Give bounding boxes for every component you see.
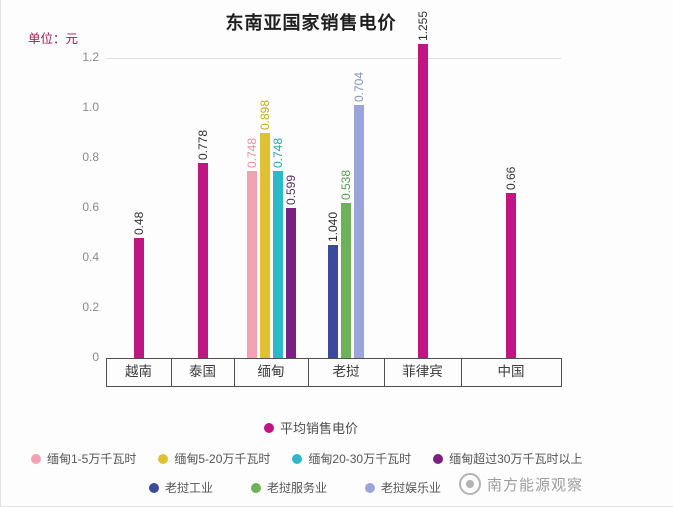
legend-item: 缅甸20-30万千瓦时	[292, 450, 411, 467]
brand: 南方能源观察	[459, 473, 583, 495]
legend-swatch	[31, 453, 41, 464]
category-divider	[234, 358, 235, 387]
legend-item: 老挝服务业	[251, 479, 327, 496]
x-axis-category-label: 菲律宾	[402, 364, 443, 379]
category-divider	[384, 358, 385, 387]
legend-label: 平均销售电价	[279, 421, 358, 436]
bar	[506, 193, 516, 358]
x-axis-category-label: 缅甸	[257, 364, 285, 379]
bar-value-label: 0.748	[270, 137, 285, 168]
x-axis-category-label: 越南	[125, 364, 152, 379]
chart-title: 东南亚国家销售电价	[225, 13, 397, 33]
x-axis-category-label: 中国	[497, 364, 525, 379]
legend-swatch	[149, 482, 159, 493]
x-axis-line	[106, 358, 562, 359]
legend-label: 缅甸5-20万千瓦时	[174, 452, 271, 466]
legend-label: 缅甸1-5万千瓦时	[47, 452, 137, 466]
unit-label: 单位：元	[28, 32, 79, 46]
bar-value-label: 0.538	[339, 169, 353, 200]
legend-item: 缅甸超过30万千瓦时以上	[433, 450, 582, 467]
x-axis-category-label: 泰国	[189, 364, 216, 379]
bar-value-label: 0.748	[244, 137, 259, 168]
category-divider	[171, 358, 172, 387]
category-divider	[561, 358, 562, 387]
legend-row-laos: 老挝工业 老挝服务业 老挝娱乐业	[149, 479, 441, 496]
legend-item: 缅甸1-5万千瓦时	[31, 450, 136, 467]
bar	[341, 203, 351, 358]
y-axis-tick-label: 0.4	[82, 250, 99, 264]
legend-swatch	[251, 482, 262, 493]
category-divider	[308, 358, 309, 387]
category-divider	[106, 358, 107, 387]
bar	[197, 163, 208, 358]
y-axis-tick-label: 0	[92, 350, 99, 364]
bar-value-label: 0.599	[283, 174, 298, 205]
bar-value-label: 0.48	[131, 211, 146, 235]
legend-swatch	[263, 422, 274, 433]
legend-swatch	[158, 453, 169, 464]
legend-swatch	[292, 453, 303, 464]
bar	[328, 245, 338, 358]
legend-label: 老挝工业	[165, 481, 214, 495]
legend-item: 平均销售电价	[263, 418, 358, 437]
bar-value-label: 0.778	[195, 129, 210, 160]
category-row-border	[106, 386, 562, 387]
x-axis-category-label: 老挝	[332, 364, 360, 379]
bar-value-label: 1.040	[326, 211, 340, 242]
legend-item: 老挝娱乐业	[365, 479, 441, 496]
bar-value-label: 0.704	[352, 71, 366, 102]
legend-label: 缅甸20-30万千瓦时	[308, 452, 412, 466]
legend-row-myanmar: 缅甸1-5万千瓦时 缅甸5-20万千瓦时 缅甸20-30万千瓦时 缅甸超过30万千瓦时…	[31, 450, 582, 467]
brand-logo-icon	[459, 473, 481, 495]
y-axis-tick-label: 1.0	[82, 100, 99, 114]
bar	[133, 238, 144, 358]
y-axis-tick-label: 0.2	[82, 300, 99, 314]
bar-value-label: 0.898	[257, 99, 272, 130]
bar	[354, 105, 364, 358]
bar	[272, 171, 283, 358]
legend-label: 老挝娱乐业	[381, 481, 442, 495]
category-divider	[461, 358, 462, 387]
bar	[246, 171, 257, 358]
bar	[259, 133, 270, 358]
legend-item: 缅甸5-20万千瓦时	[158, 450, 270, 467]
y-axis-tick-label: 0.8	[82, 150, 99, 164]
legend-swatch	[433, 453, 444, 464]
legend-swatch	[365, 482, 376, 493]
y-axis-tick-label: 1.2	[82, 50, 99, 64]
legend-row-average: 平均销售电价	[1, 418, 621, 437]
bar-value-label: 1.255	[415, 10, 430, 41]
brand-name: 南方能源观察	[487, 476, 584, 494]
bar	[417, 44, 428, 358]
bar	[285, 208, 296, 358]
legend-label: 缅甸超过30万千瓦时以上	[449, 452, 583, 466]
bar-value-label: 0.66	[504, 166, 518, 190]
y-axis-tick-label: 0.6	[82, 200, 99, 214]
legend-item: 老挝工业	[149, 479, 213, 496]
legend-label: 老挝服务业	[267, 481, 328, 495]
gridline-top	[106, 58, 561, 59]
